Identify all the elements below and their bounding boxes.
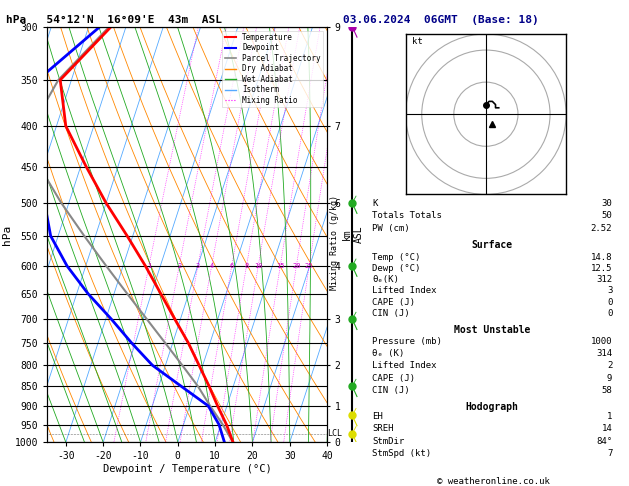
Text: 2.52: 2.52 xyxy=(591,224,612,233)
Text: CIN (J): CIN (J) xyxy=(372,309,409,318)
Y-axis label: hPa: hPa xyxy=(2,225,12,244)
Text: 314: 314 xyxy=(596,349,612,358)
Text: 1000: 1000 xyxy=(591,337,612,346)
Text: 8: 8 xyxy=(244,263,248,269)
Text: 312: 312 xyxy=(596,275,612,284)
Text: 0: 0 xyxy=(607,309,612,318)
Text: 20: 20 xyxy=(292,263,301,269)
Text: CAPE (J): CAPE (J) xyxy=(372,374,415,382)
Text: 14.8: 14.8 xyxy=(591,253,612,261)
Text: Surface: Surface xyxy=(472,240,513,250)
Text: hPa   54°12'N  16°09'E  43m  ASL: hPa 54°12'N 16°09'E 43m ASL xyxy=(6,15,222,25)
Text: Totals Totals: Totals Totals xyxy=(372,211,442,221)
Text: 30: 30 xyxy=(601,199,612,208)
Text: 10: 10 xyxy=(254,263,262,269)
Text: Lifted Index: Lifted Index xyxy=(372,286,437,295)
Text: 3: 3 xyxy=(607,286,612,295)
Text: EH: EH xyxy=(372,412,383,421)
Text: Dewp (°C): Dewp (°C) xyxy=(372,264,421,273)
Text: 25: 25 xyxy=(305,263,313,269)
Text: 58: 58 xyxy=(601,386,612,395)
Text: kt: kt xyxy=(412,36,423,46)
Text: Lifted Index: Lifted Index xyxy=(372,361,437,370)
Text: 0: 0 xyxy=(607,297,612,307)
Text: Temp (°C): Temp (°C) xyxy=(372,253,421,261)
Text: Hodograph: Hodograph xyxy=(465,402,519,412)
Text: θₑ(K): θₑ(K) xyxy=(372,275,399,284)
Text: LCL: LCL xyxy=(327,429,342,438)
Y-axis label: km
ASL: km ASL xyxy=(342,226,364,243)
Text: 1: 1 xyxy=(607,412,612,421)
Text: CAPE (J): CAPE (J) xyxy=(372,297,415,307)
Text: 50: 50 xyxy=(601,211,612,221)
Text: 15: 15 xyxy=(276,263,284,269)
Text: 2: 2 xyxy=(177,263,181,269)
Text: 6: 6 xyxy=(230,263,234,269)
Text: 12.5: 12.5 xyxy=(591,264,612,273)
Text: 14: 14 xyxy=(601,424,612,434)
Text: 1: 1 xyxy=(147,263,151,269)
Text: 9: 9 xyxy=(607,374,612,382)
Text: 2: 2 xyxy=(607,361,612,370)
Text: Pressure (mb): Pressure (mb) xyxy=(372,337,442,346)
Text: SREH: SREH xyxy=(372,424,394,434)
Text: Mixing Ratio (g/kg): Mixing Ratio (g/kg) xyxy=(330,195,339,291)
Text: 7: 7 xyxy=(607,449,612,458)
Text: θₑ (K): θₑ (K) xyxy=(372,349,404,358)
Text: © weatheronline.co.uk: © weatheronline.co.uk xyxy=(437,477,550,486)
Text: 84°: 84° xyxy=(596,437,612,446)
Legend: Temperature, Dewpoint, Parcel Trajectory, Dry Adiabat, Wet Adiabat, Isotherm, Mi: Temperature, Dewpoint, Parcel Trajectory… xyxy=(223,31,323,107)
Text: StmDir: StmDir xyxy=(372,437,404,446)
Text: CIN (J): CIN (J) xyxy=(372,386,409,395)
Text: StmSpd (kt): StmSpd (kt) xyxy=(372,449,431,458)
Text: K: K xyxy=(372,199,377,208)
Text: 4: 4 xyxy=(209,263,214,269)
Text: 3: 3 xyxy=(196,263,200,269)
Text: 03.06.2024  06GMT  (Base: 18): 03.06.2024 06GMT (Base: 18) xyxy=(343,15,538,25)
X-axis label: Dewpoint / Temperature (°C): Dewpoint / Temperature (°C) xyxy=(103,464,272,474)
Text: Most Unstable: Most Unstable xyxy=(454,325,530,335)
Text: PW (cm): PW (cm) xyxy=(372,224,409,233)
